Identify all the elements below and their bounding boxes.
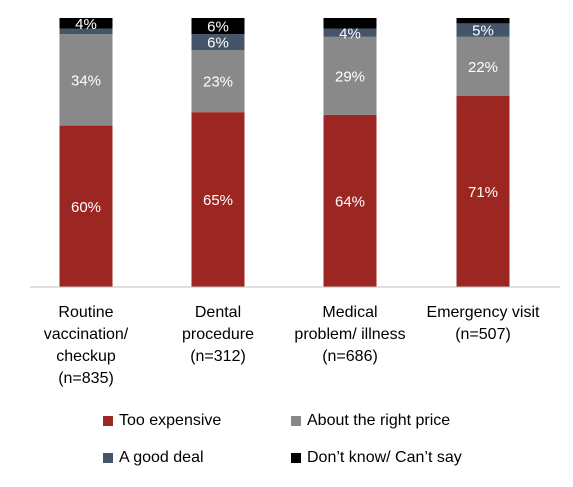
bar-segment (456, 18, 510, 24)
data-label: 4% (339, 25, 361, 42)
legend-label: Don’t know/ Can’t say (307, 449, 462, 466)
category-label: Dental procedure (n=312) (143, 302, 293, 368)
bar-segment (191, 50, 245, 113)
category-label-line: Emergency visit (426, 304, 540, 321)
data-label: 4% (75, 16, 97, 33)
legend-label: Too expensive (119, 412, 222, 429)
data-label: 29% (335, 68, 365, 85)
bar-segment (59, 28, 113, 35)
data-label: 60% (71, 199, 101, 216)
category-label-line: (n=312) (190, 348, 246, 365)
bar-segment (323, 18, 377, 29)
data-label: 71% (468, 184, 498, 201)
data-label: 23% (203, 74, 233, 91)
legend-label: A good deal (119, 449, 204, 466)
bar-segment (323, 114, 377, 287)
bar-segment (323, 28, 377, 37)
bar-segment (456, 23, 510, 37)
category-label-line: (n=507) (455, 326, 511, 343)
bar-segment (191, 112, 245, 288)
bar-segment (191, 34, 245, 51)
legend-swatch (103, 416, 113, 426)
category-label-line: Dental (194, 304, 242, 321)
legend-item: Don’t know/ Can’t say (291, 449, 462, 467)
bar-segment (59, 34, 113, 126)
category-label-line: vaccination/ (43, 326, 129, 343)
data-label: 6% (207, 35, 229, 52)
category-label: Medical problem/ illness (n=686) (275, 302, 425, 368)
legend-item: About the right price (291, 412, 450, 430)
bar-segment (59, 125, 113, 287)
data-label: 64% (335, 193, 365, 210)
bar-segment (59, 18, 113, 29)
bar-segment (456, 96, 510, 287)
category-label-line: checkup (56, 348, 116, 365)
data-label: 22% (468, 59, 498, 76)
bar-segment (323, 36, 377, 115)
bar-segment (191, 18, 245, 35)
category-label-line: (n=686) (322, 348, 378, 365)
data-label: 65% (203, 192, 233, 209)
category-label: Emergency visit (n=507) (408, 302, 558, 346)
category-label-line: Medical (322, 304, 378, 321)
category-label-line: procedure (181, 326, 255, 343)
category-label-line: problem/ illness (294, 326, 406, 343)
legend-item: Too expensive (103, 412, 221, 430)
data-label: 34% (71, 72, 101, 89)
category-label-line: Routine (58, 304, 114, 321)
data-label: 5% (472, 23, 494, 40)
category-label: Routine vaccination/checkup (n=835) (11, 302, 161, 390)
legend-swatch (291, 453, 301, 463)
legend-swatch (103, 453, 113, 463)
legend-label: About the right price (307, 412, 451, 429)
category-label-line: (n=835) (58, 370, 114, 387)
bar-segment (456, 36, 510, 97)
legend-swatch (291, 416, 301, 426)
data-label: 6% (207, 19, 229, 36)
legend-item: A good deal (103, 449, 204, 467)
